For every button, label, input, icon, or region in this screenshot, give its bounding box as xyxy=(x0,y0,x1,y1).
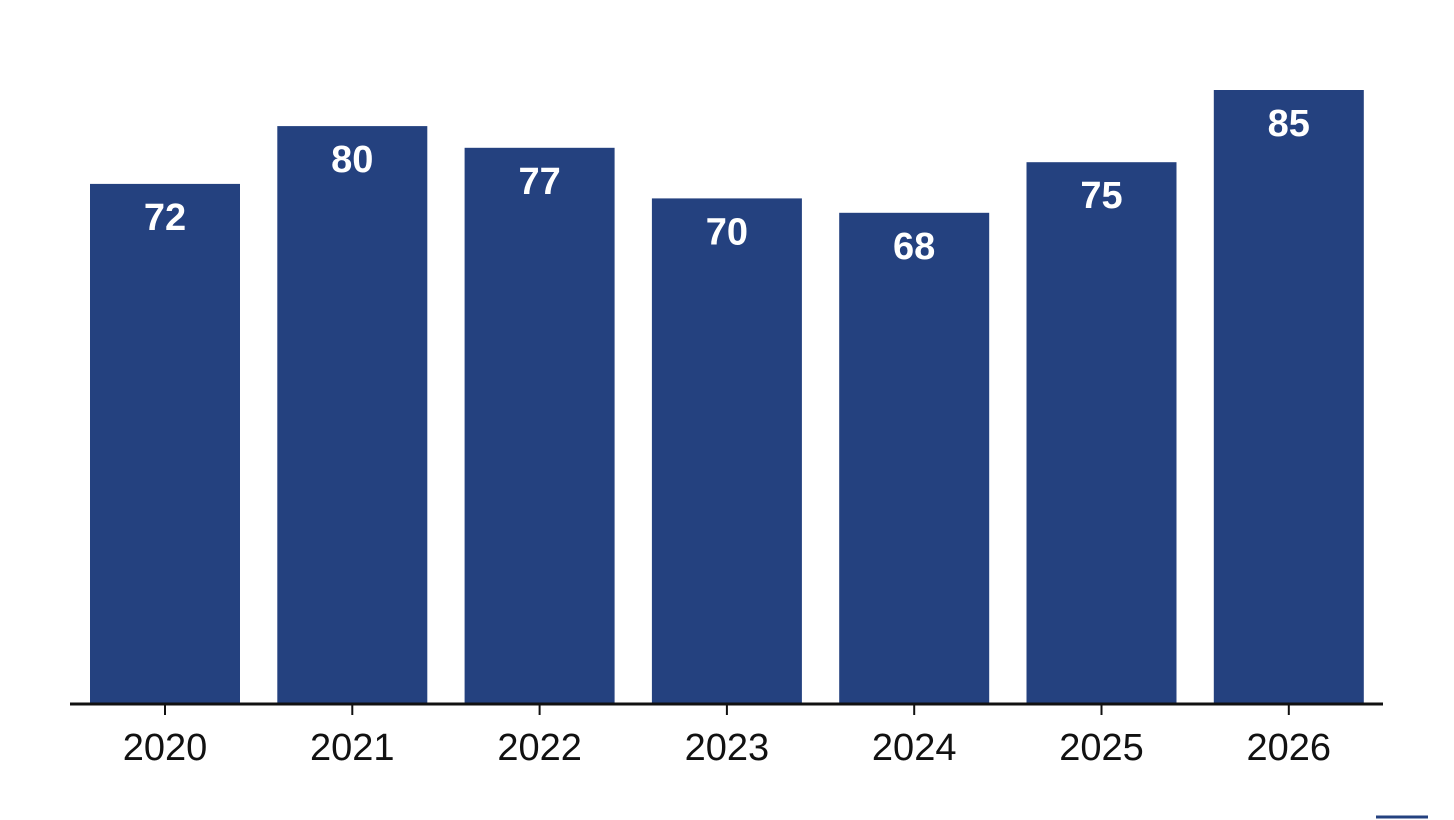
bar-2020 xyxy=(90,183,240,704)
x-tick-label-2023: 2023 xyxy=(685,727,770,769)
bar-2021 xyxy=(277,126,428,705)
bar-value-label-2020: 72 xyxy=(144,197,186,239)
bar-value-label-2022: 77 xyxy=(518,161,560,203)
x-tick-label-2021: 2021 xyxy=(310,727,395,769)
bar-value-label-2024: 68 xyxy=(893,226,935,268)
value-labels-layer: 72 80 77 70 68 75 85 xyxy=(144,103,1310,268)
bar-2022 xyxy=(464,147,615,705)
x-tick-label-2026: 2026 xyxy=(1247,727,1332,769)
bars-layer xyxy=(90,90,1364,705)
bar-2026 xyxy=(1213,90,1364,704)
x-tick-label-2022: 2022 xyxy=(497,727,582,769)
bar-value-label-2025: 75 xyxy=(1080,175,1122,217)
bar-value-label-2023: 70 xyxy=(706,211,748,253)
x-ticks-layer: 2020 2021 2022 2023 2024 2025 2026 xyxy=(123,704,1331,769)
bar-2023 xyxy=(651,198,802,704)
x-tick-label-2020: 2020 xyxy=(123,727,208,769)
bar-value-label-2021: 80 xyxy=(331,139,373,181)
x-tick-label-2024: 2024 xyxy=(872,727,957,769)
bar-value-label-2026: 85 xyxy=(1268,103,1310,145)
bar-2025 xyxy=(1026,162,1177,704)
bar-2024 xyxy=(839,212,990,705)
x-tick-label-2025: 2025 xyxy=(1059,727,1144,769)
